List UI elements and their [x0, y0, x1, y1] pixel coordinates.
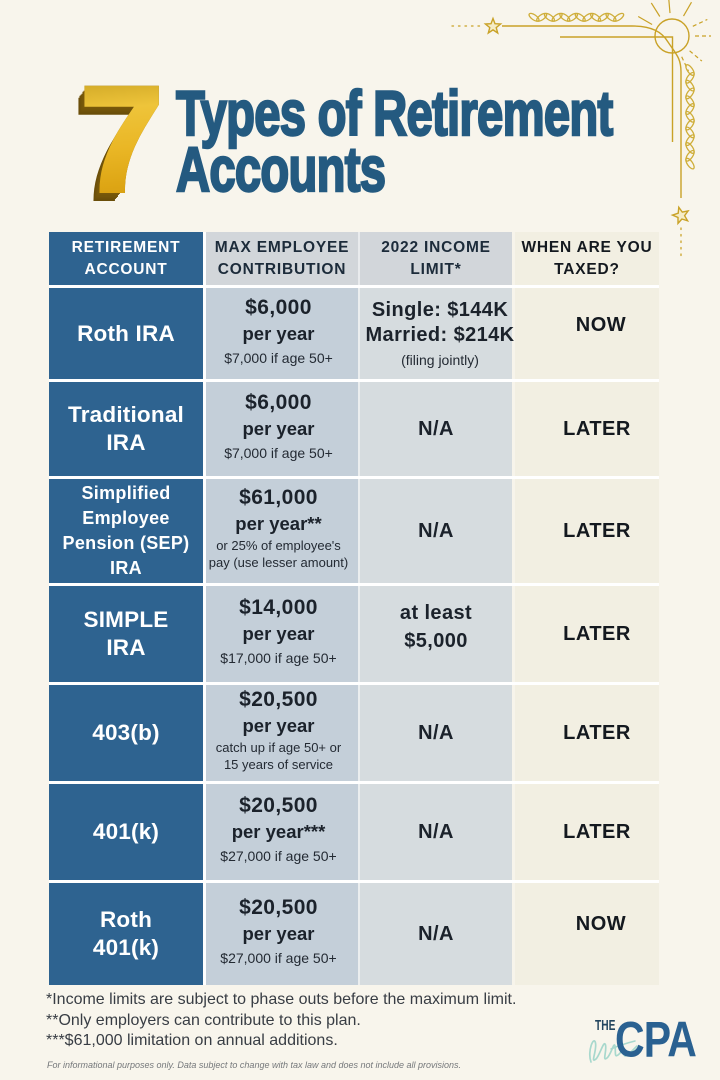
- svg-text:THE: THE: [595, 1016, 616, 1034]
- svg-text:CPA: CPA: [615, 1015, 696, 1067]
